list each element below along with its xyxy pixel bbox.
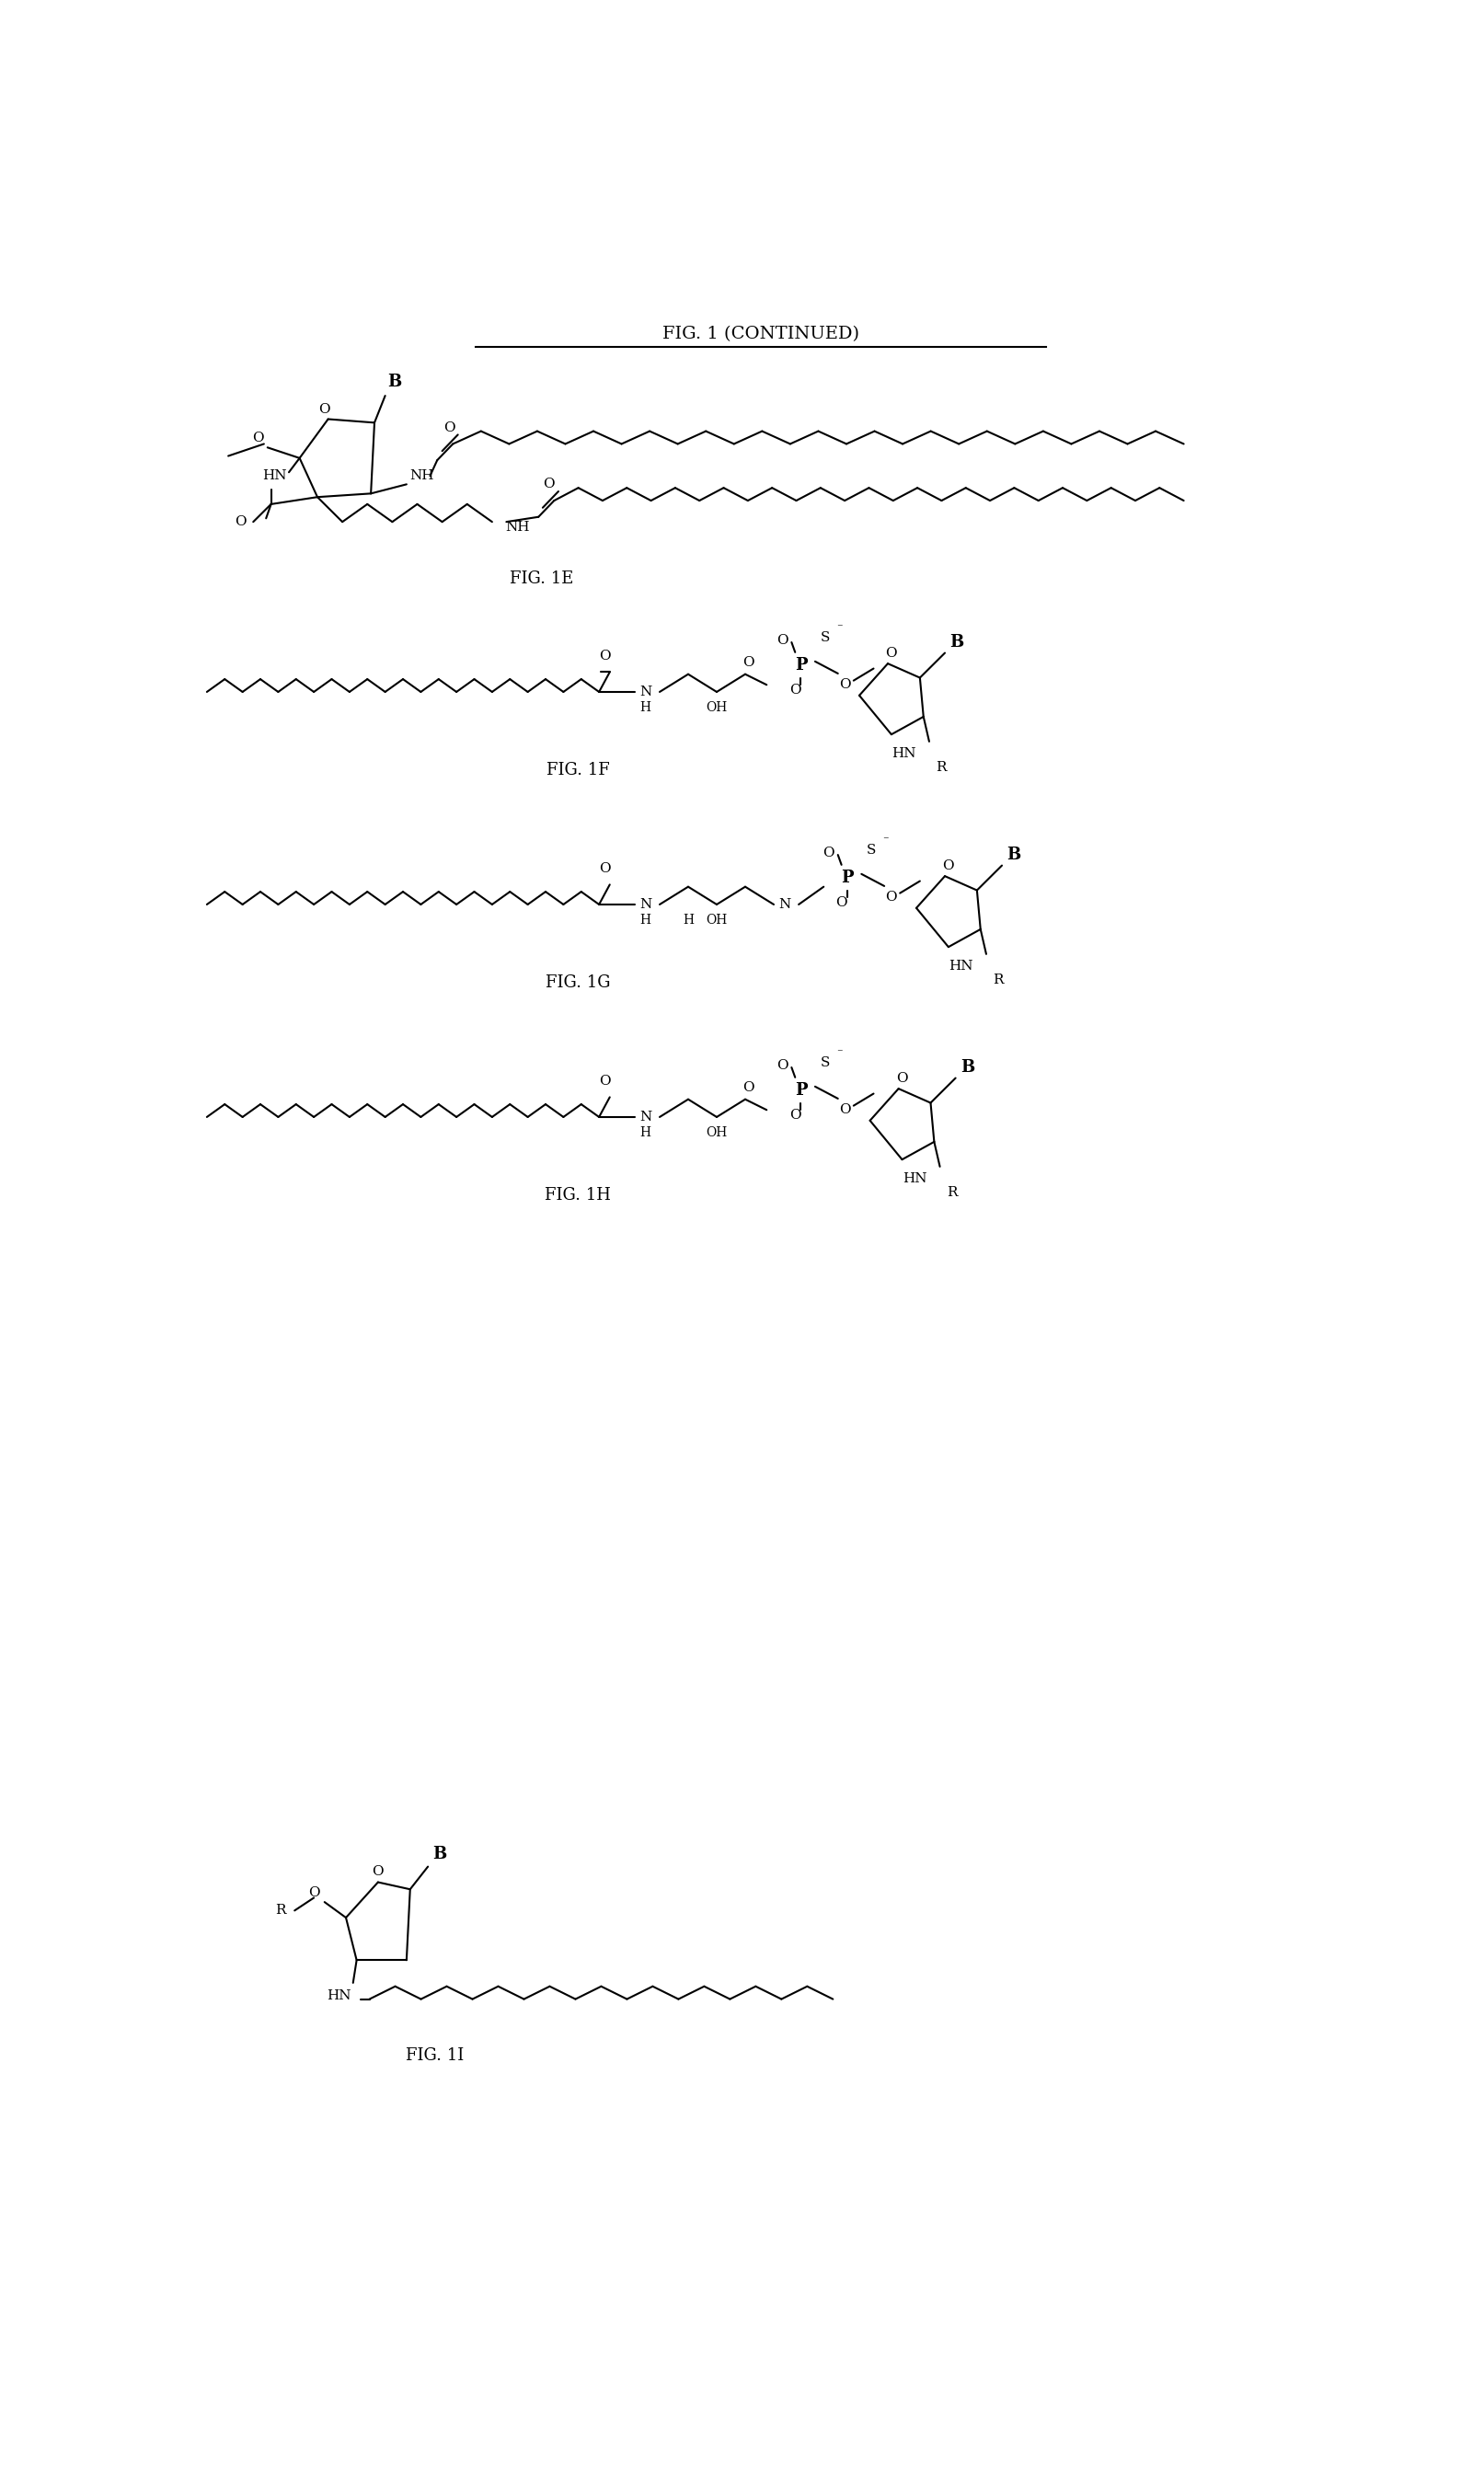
Text: R: R <box>947 1187 957 1200</box>
Text: O: O <box>835 896 847 908</box>
Text: NH: NH <box>505 520 530 535</box>
Text: O: O <box>840 1103 850 1118</box>
Text: R: R <box>275 1904 285 1917</box>
Text: O: O <box>942 859 954 874</box>
Text: FIG. 1E: FIG. 1E <box>510 570 574 587</box>
Text: S: S <box>821 1058 830 1070</box>
Text: ⁻: ⁻ <box>837 1048 843 1060</box>
Text: N: N <box>640 899 651 911</box>
Text: O: O <box>743 1080 754 1093</box>
Text: HN: HN <box>948 961 974 973</box>
Text: HN: HN <box>326 1989 352 2001</box>
Text: O: O <box>319 403 331 416</box>
Text: N: N <box>640 684 651 699</box>
Text: O: O <box>600 1075 610 1088</box>
Text: S: S <box>821 632 830 645</box>
Text: O: O <box>822 846 834 859</box>
Text: B: B <box>433 1844 447 1862</box>
Text: OH: OH <box>706 1125 727 1140</box>
Text: ⁻: ⁻ <box>837 622 843 635</box>
Text: O: O <box>776 635 788 647</box>
Text: OH: OH <box>706 913 727 926</box>
Text: HN: HN <box>892 747 916 759</box>
Text: O: O <box>789 684 801 697</box>
Text: S: S <box>867 844 876 856</box>
Text: O: O <box>743 655 754 670</box>
Text: O: O <box>309 1887 319 1899</box>
Text: O: O <box>776 1058 788 1073</box>
Text: ⁻: ⁻ <box>883 834 889 846</box>
Text: P: P <box>794 1083 807 1098</box>
Text: O: O <box>600 650 610 662</box>
Text: N: N <box>778 899 791 911</box>
Text: O: O <box>252 431 264 446</box>
Text: NH: NH <box>410 470 435 483</box>
Text: FIG. 1F: FIG. 1F <box>546 762 610 779</box>
Text: O: O <box>372 1864 384 1879</box>
Text: O: O <box>840 679 850 692</box>
Text: O: O <box>600 864 610 876</box>
Text: B: B <box>1008 846 1021 864</box>
Text: FIG. 1H: FIG. 1H <box>545 1187 611 1202</box>
Text: P: P <box>794 657 807 672</box>
Text: R: R <box>936 762 947 774</box>
Text: O: O <box>234 515 246 528</box>
Text: O: O <box>886 891 898 904</box>
Text: N: N <box>640 1110 651 1123</box>
Text: OH: OH <box>706 702 727 714</box>
Text: FIG. 1G: FIG. 1G <box>545 973 610 991</box>
Text: H: H <box>640 913 651 926</box>
Text: FIG. 1 (CONTINUED): FIG. 1 (CONTINUED) <box>662 326 859 343</box>
Text: FIG. 1I: FIG. 1I <box>407 2048 464 2063</box>
Text: R: R <box>993 973 1003 986</box>
Text: B: B <box>950 635 965 650</box>
Text: H: H <box>640 1125 651 1140</box>
Text: O: O <box>789 1108 801 1123</box>
Text: P: P <box>841 869 853 886</box>
Text: B: B <box>387 373 402 391</box>
Text: H: H <box>640 702 651 714</box>
Text: H: H <box>683 913 693 926</box>
Text: O: O <box>886 647 898 660</box>
Text: O: O <box>896 1073 908 1085</box>
Text: HN: HN <box>263 470 286 483</box>
Text: O: O <box>444 421 456 433</box>
Text: HN: HN <box>902 1172 928 1185</box>
Text: O: O <box>543 478 555 490</box>
Text: B: B <box>960 1060 975 1075</box>
